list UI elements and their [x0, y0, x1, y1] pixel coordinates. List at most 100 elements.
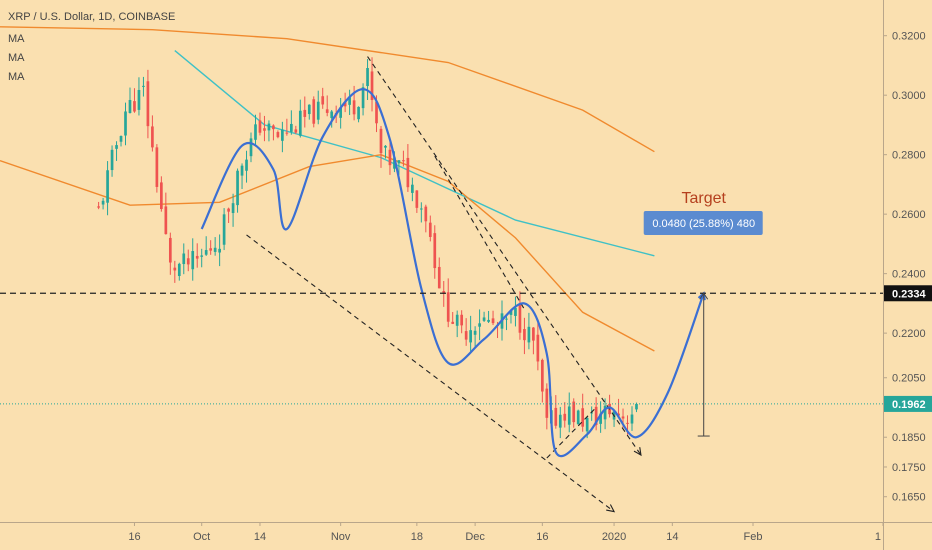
candle-body: [514, 307, 517, 316]
candle-body: [518, 304, 522, 333]
candle-body: [263, 128, 266, 131]
time-tick-label: 16: [128, 531, 140, 543]
candle-body: [393, 157, 396, 169]
candle-body: [366, 68, 369, 87]
indicator-label: MA: [8, 52, 25, 64]
projected-path-curve: [200, 88, 705, 458]
candle-body: [254, 124, 257, 140]
candle-body: [142, 85, 145, 87]
time-tick-label: 18: [411, 531, 423, 543]
candle-body: [218, 248, 221, 253]
candle-body: [603, 405, 607, 420]
candle-body: [451, 321, 455, 324]
channel-line: [434, 155, 525, 310]
candle-body: [491, 318, 495, 324]
chart-title: XRP / U.S. Dollar, 1D, COINBASE: [8, 11, 175, 23]
candle-body: [110, 149, 114, 171]
candle-body: [375, 101, 378, 124]
candle-body: [128, 99, 132, 113]
candle-body: [433, 233, 437, 269]
target-label-box: [643, 211, 763, 235]
candle-body: [478, 323, 481, 327]
candle-body: [186, 258, 190, 265]
candle-body: [276, 132, 280, 138]
candle-body: [321, 96, 325, 105]
candle-body: [155, 147, 159, 187]
candle-body: [509, 310, 513, 315]
candle-body: [200, 255, 204, 257]
candle-body: [101, 200, 105, 205]
candle-body: [527, 326, 531, 343]
candle-body: [267, 123, 271, 131]
candle-body: [585, 417, 589, 432]
candle-body: [272, 125, 275, 130]
time-tick-label: Dec: [465, 531, 485, 543]
candle-body: [182, 253, 186, 265]
candle-body: [133, 101, 136, 112]
time-tick-label: Feb: [744, 531, 763, 543]
candle-body: [415, 190, 419, 208]
candles-group: [97, 57, 638, 439]
candle-body: [464, 331, 468, 340]
price-tick-label: 0.2050: [892, 373, 926, 385]
candle-body: [563, 413, 567, 421]
price-tick-label: 0.3200: [892, 31, 926, 43]
candle-body: [572, 401, 576, 423]
candle-body: [115, 145, 118, 149]
candle-body: [558, 414, 562, 428]
candle-body: [590, 412, 593, 414]
candle-body: [213, 247, 217, 252]
channel-arrow-head: [633, 447, 642, 457]
candle-body: [455, 314, 459, 326]
candle-body: [285, 132, 289, 134]
candle-body: [424, 206, 428, 222]
candle-body: [352, 100, 356, 115]
candle-body: [222, 214, 226, 245]
candle-body: [258, 120, 262, 133]
price-tick-label: 0.1650: [892, 492, 926, 504]
key-level-price-tag: [884, 285, 932, 302]
candle-body: [361, 87, 365, 109]
candle-body: [97, 206, 100, 208]
candle-body: [325, 109, 329, 113]
last-price-label: 0.1962: [892, 399, 926, 411]
candle-body: [137, 89, 141, 110]
candle-body: [437, 266, 441, 289]
candle-body: [599, 413, 602, 424]
candle-body: [621, 416, 625, 419]
candle-body: [227, 208, 230, 212]
candle-body: [146, 81, 150, 127]
candle-body: [581, 408, 585, 427]
candle-body: [576, 410, 580, 425]
time-tick-label: Nov: [331, 531, 351, 543]
time-tick-label: 1: [875, 531, 881, 543]
price-tick-label: 0.2800: [892, 150, 926, 162]
candle-body: [168, 237, 172, 263]
candle-body: [343, 102, 347, 107]
candle-body: [630, 414, 634, 424]
price-tick-label: 0.1750: [892, 462, 926, 474]
price-tick-label: 0.2400: [892, 269, 926, 281]
candle-body: [402, 160, 405, 162]
candle-body: [312, 99, 316, 124]
candle-body: [442, 291, 446, 294]
channel-arrow-head: [606, 504, 616, 513]
candle-body: [281, 129, 284, 141]
candle-body: [541, 359, 544, 392]
candle-body: [536, 334, 540, 362]
price-tick-label: 0.2200: [892, 328, 926, 340]
candle-body: [397, 160, 401, 164]
candle-body: [554, 407, 558, 426]
candle-body: [307, 104, 311, 115]
candle-body: [160, 182, 163, 210]
candle-body: [298, 110, 302, 136]
candle-body: [406, 157, 410, 188]
candle-body: [635, 403, 638, 410]
time-tick-label: 2020: [602, 531, 626, 543]
candle-body: [106, 170, 109, 203]
candle-body: [523, 329, 526, 341]
candle-body: [236, 170, 239, 206]
